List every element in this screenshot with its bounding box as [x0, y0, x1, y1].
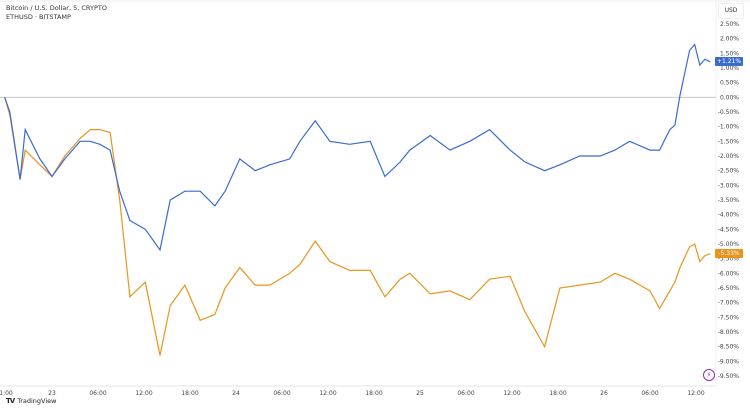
x-tick-label: 18:00 — [365, 390, 382, 397]
tradingview-brand[interactable]: TV TradingView — [6, 397, 56, 405]
y-tick-label: -5.50% — [718, 256, 740, 263]
chart-legend: Bitcoin / U.S. Dollar, 5, CRYPTO ETHUSD … — [6, 4, 107, 22]
legend-compare-symbol[interactable]: ETHUSD · BITSTAMP — [6, 13, 71, 21]
x-tick-label: 12:00 — [319, 390, 336, 397]
eth-last-value-label: -5.33% — [715, 249, 743, 259]
y-tick-label: 2.00% — [720, 36, 739, 43]
y-tick-label: -1.00% — [718, 124, 740, 131]
y-tick-label: -3.50% — [718, 197, 740, 204]
y-tick-label: 0.00% — [720, 94, 739, 101]
x-tick-label: 12:00 — [687, 390, 704, 397]
x-tick-label: 06:00 — [273, 390, 290, 397]
tradingview-logo: TV — [6, 397, 15, 405]
y-tick-label: -1.50% — [718, 138, 740, 145]
y-tick-label: -9.00% — [718, 358, 740, 365]
y-tick-label: -5.00% — [718, 241, 740, 248]
x-tick-label: 12:00 — [503, 390, 520, 397]
y-tick-label: -8.50% — [718, 344, 740, 351]
y-tick-label: -8.00% — [718, 329, 740, 336]
x-tick-label: 18:00 — [181, 390, 198, 397]
y-tick-label: -9.50% — [718, 373, 740, 380]
btc-last-value-label: +1.21% — [715, 57, 743, 67]
x-axis[interactable]: 1:00 23 06:00 12:00 18:00 24 06:00 12:00 18:00 25… — [0, 390, 705, 397]
y-tick-label: -0.50% — [718, 109, 740, 116]
y-tick-label: -2.00% — [718, 153, 740, 160]
y-tick-label: 0.50% — [720, 80, 739, 87]
y-tick-label: -4.00% — [718, 212, 740, 219]
x-tick-label: 12:00 — [135, 390, 152, 397]
x-tick-label: 06:00 — [457, 390, 474, 397]
y-tick-label: -7.50% — [718, 314, 740, 321]
series-line-btc — [4, 43, 711, 252]
x-tick-label: 06:00 — [89, 390, 106, 397]
series-line-eth — [4, 97, 711, 356]
x-tick-label: 23 — [48, 390, 56, 397]
brand-name: TradingView — [17, 397, 57, 405]
y-tick-label: -3.00% — [718, 182, 740, 189]
y-tick-label: 1.50% — [720, 50, 739, 57]
y-tick-label: -4.50% — [718, 226, 740, 233]
y-tick-label: -7.00% — [718, 300, 740, 307]
x-tick-label: 18:00 — [549, 390, 566, 397]
x-tick-label: 25 — [416, 390, 424, 397]
x-tick-label: 24 — [232, 390, 240, 397]
x-tick-label: 1:00 — [0, 390, 13, 397]
legend-main-symbol[interactable]: Bitcoin / U.S. Dollar, 5, CRYPTO — [6, 4, 107, 12]
x-tick-label: 06:00 — [641, 390, 658, 397]
y-tick-label: -2.50% — [718, 168, 740, 175]
y-tick-label: 1.00% — [720, 65, 739, 72]
y-tick-label: 2.50% — [720, 21, 739, 28]
y-axis[interactable]: 2.50% 2.00% 1.50% 1.00% 0.50% 0.00% -0.50% -1.0… — [718, 21, 740, 380]
lightning-icon[interactable]: ⚡ — [703, 369, 715, 381]
y-tick-label: -6.50% — [718, 285, 740, 292]
x-tick-label: 26 — [600, 390, 608, 397]
currency-button[interactable]: USD — [718, 3, 744, 19]
y-tick-label: -6.00% — [718, 270, 740, 277]
